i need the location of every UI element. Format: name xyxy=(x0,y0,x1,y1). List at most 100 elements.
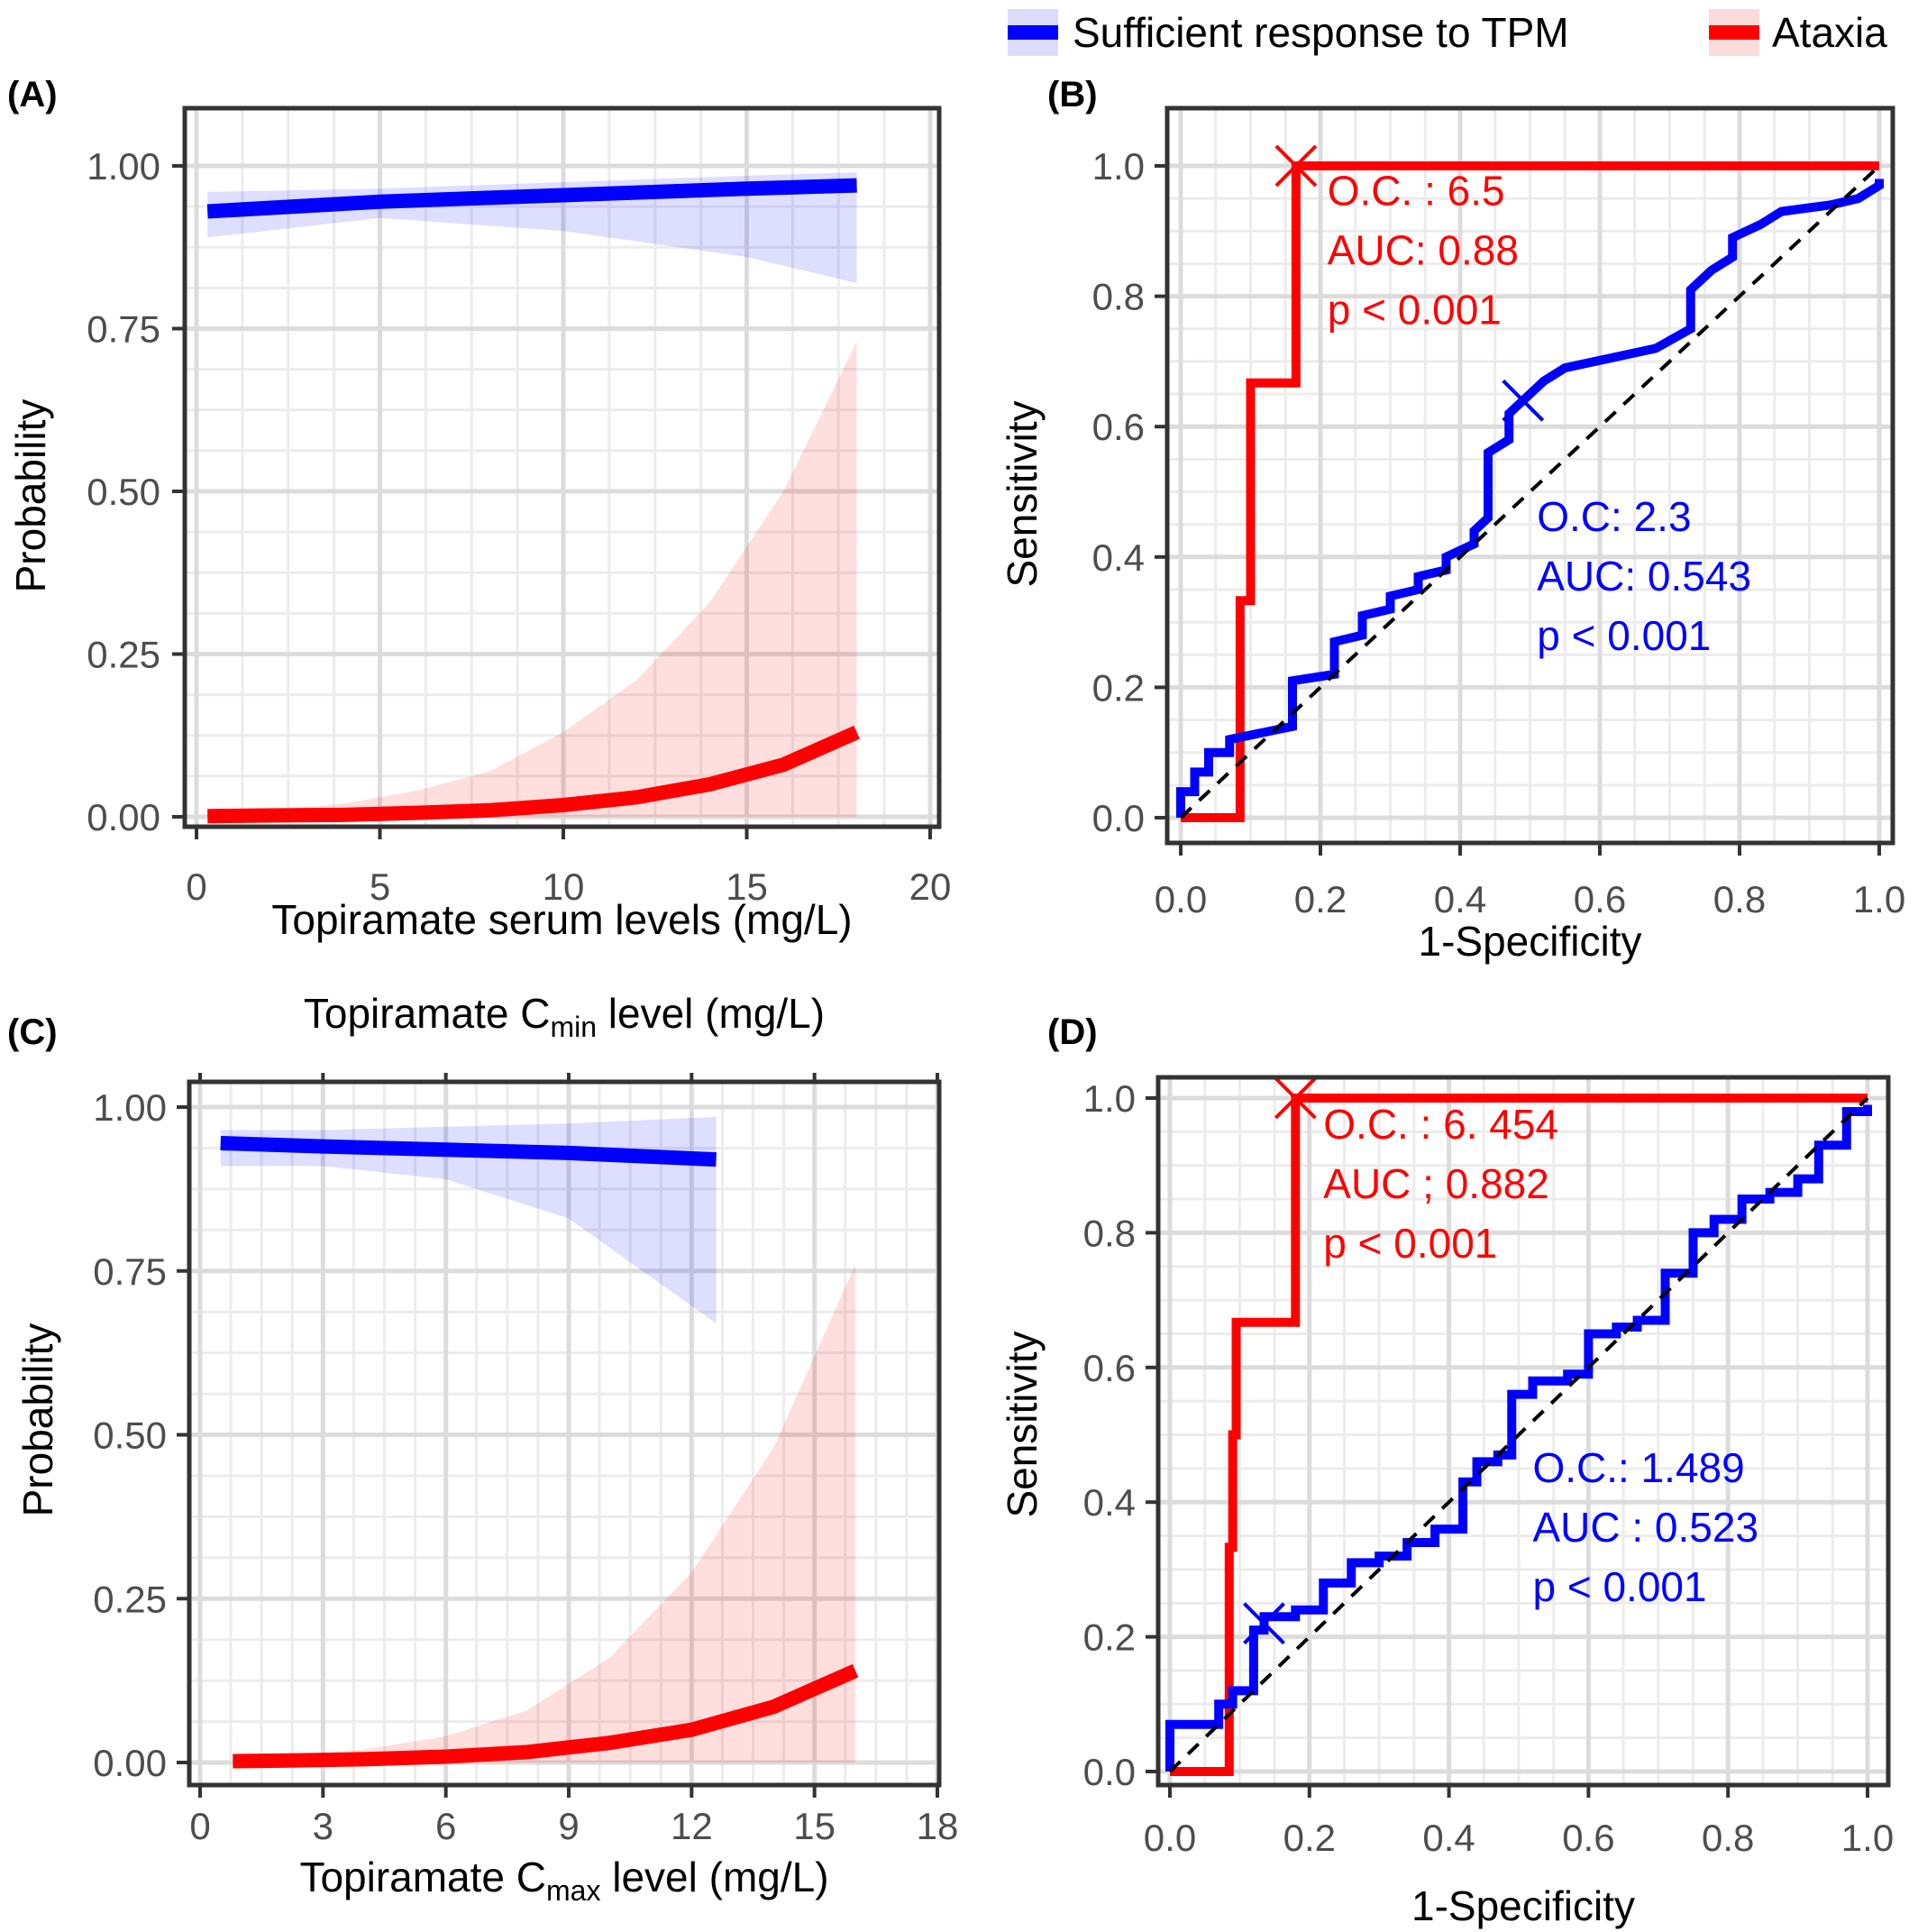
plot-data xyxy=(220,1116,859,1769)
auc-annotation-line: AUC: 0.88 xyxy=(1328,226,1519,273)
x-tick-label: 20 xyxy=(909,865,952,908)
x-tick-label: 1.0 xyxy=(1853,878,1905,920)
y-tick-label: 0.0 xyxy=(1083,1751,1136,1793)
x-tick-label: 15 xyxy=(793,1805,836,1847)
marker-stroke xyxy=(1502,379,1545,422)
y-axis-title: Probability xyxy=(14,1323,61,1517)
series-line-sufficient-response-to-tpm xyxy=(220,1135,717,1167)
x-axis-title: 1-Specificity xyxy=(1411,1882,1635,1929)
auc-annotation-line: O.C. : 6.5 xyxy=(1328,167,1505,214)
series-line-ataxia xyxy=(1170,1094,1868,1776)
x-tick-label: 0.6 xyxy=(1574,878,1626,920)
x-tick-label: 0.2 xyxy=(1294,878,1347,920)
x-tick-label: 15 xyxy=(726,865,768,908)
grid xyxy=(1167,108,1893,843)
y-tick-label: 0.8 xyxy=(1092,276,1145,318)
series-line-sufficient-response-to-tpm xyxy=(1176,179,1884,818)
y-tick-label: 0.00 xyxy=(93,1742,167,1784)
legend-swatch-response xyxy=(1008,25,1058,40)
x-tick-label: 0.8 xyxy=(1702,1817,1754,1859)
top-axis-title-tail: level (mg/L) xyxy=(597,990,825,1037)
series-line-reference-diagonal xyxy=(1179,164,1881,819)
grid xyxy=(185,108,939,827)
chart-panel-3: 0 3 6 9 12 15 18 0.00 0.25 0.50 0.75 1.00 (C) Topiram… xyxy=(7,990,958,1907)
series-line-ataxia xyxy=(1181,161,1879,822)
x-tick-label: 0.8 xyxy=(1713,878,1766,920)
x-tick-label: 0 xyxy=(189,1805,210,1847)
x-axis-title-tail: level (mg/L) xyxy=(600,1854,828,1900)
chart-panel-2: 0.0 0.2 0.4 0.6 0.8 1.0 0.0 0.2 0.4 0.6 0.8 1.0 (B) 1… xyxy=(999,75,1905,965)
x-tick-label: 1.0 xyxy=(1841,1817,1894,1859)
x-tick-label: 0.4 xyxy=(1422,1817,1475,1859)
x-axis-title: Topiramate Cmax level (mg/L) xyxy=(299,1854,828,1907)
panel-label: (B) xyxy=(1047,75,1098,114)
y-tick-label: 0.2 xyxy=(1092,666,1145,709)
top-axis-title: Topiramate Cmin level (mg/L) xyxy=(304,990,825,1043)
confidence-band-ataxia xyxy=(207,341,857,817)
panel-label: (A) xyxy=(7,75,58,114)
plot-frame xyxy=(1155,1075,1891,1788)
plot-data xyxy=(206,172,860,824)
y-axis-title: Probability xyxy=(7,399,54,593)
series-line-ataxia xyxy=(207,725,860,824)
legend: Sufficient response to TPM Ataxia xyxy=(1008,9,1887,56)
auc-annotation-line: AUC ; 0.882 xyxy=(1323,1160,1549,1207)
x-tick-label: 0.0 xyxy=(1144,1817,1196,1859)
chart-panel-1: 0 5 10 15 20 0.00 0.25 0.50 0.75 1.00 (A) Topiramat… xyxy=(7,75,951,943)
y-tick-label: 0.4 xyxy=(1083,1481,1136,1524)
x-tick-label: 6 xyxy=(435,1805,456,1847)
y-tick-label: 0.50 xyxy=(93,1415,167,1457)
y-tick-label: 0.25 xyxy=(87,634,160,676)
series-line-ataxia xyxy=(233,1663,859,1769)
auc-annotation-line: AUC: 0.543 xyxy=(1537,553,1751,600)
auc-annotation-line: p < 0.001 xyxy=(1328,286,1502,333)
legend-swatch-ataxia xyxy=(1709,25,1759,40)
series-line-sufficient-response-to-tpm xyxy=(206,178,857,219)
marker-stroke xyxy=(1243,1602,1285,1645)
x-tick-label: 0.0 xyxy=(1155,878,1207,920)
auc-annotation-line: O.C: 2.3 xyxy=(1537,493,1691,540)
y-tick-label: 1.0 xyxy=(1083,1077,1136,1120)
top-axis-title-subscript: min xyxy=(550,1011,597,1043)
x-tick-label: 18 xyxy=(917,1805,959,1847)
chart-panel-4: 0.0 0.2 0.4 0.6 0.8 1.0 0.0 0.2 0.4 0.6 0.8 1.0 (D) 1… xyxy=(999,1012,1894,1929)
y-tick-label: 1.00 xyxy=(93,1086,167,1129)
y-tick-label: 0.4 xyxy=(1092,536,1145,579)
x-tick-label: 10 xyxy=(543,865,585,908)
x-axis-title: Topiramate serum levels (mg/L) xyxy=(271,896,852,943)
x-tick-label: 3 xyxy=(313,1805,333,1847)
marker-stroke xyxy=(1274,1076,1317,1120)
x-tick-label: 5 xyxy=(370,865,390,908)
y-axis-title: Sensitivity xyxy=(999,1331,1046,1517)
optimal-cutoff-marker xyxy=(1274,1076,1317,1120)
panel-label: (C) xyxy=(7,1012,58,1052)
y-tick-label: 0.0 xyxy=(1092,797,1145,839)
auc-annotation-line: AUC : 0.523 xyxy=(1532,1504,1758,1551)
legend-label-response: Sufficient response to TPM xyxy=(1073,9,1569,56)
x-axis-title: 1-Specificity xyxy=(1419,918,1642,965)
series-line-reference-diagonal xyxy=(1168,1096,1869,1773)
auc-annotation-line: O.C. : 6. 454 xyxy=(1323,1101,1558,1148)
y-tick-label: 0.8 xyxy=(1083,1212,1136,1254)
plot-frame xyxy=(1164,105,1895,846)
optimal-cutoff-marker xyxy=(1274,144,1318,188)
marker-stroke xyxy=(1274,144,1318,188)
legend-label-ataxia: Ataxia xyxy=(1772,9,1887,56)
y-tick-label: 0.6 xyxy=(1092,406,1145,448)
x-axis-title-subscript: max xyxy=(546,1874,600,1907)
y-tick-label: 0.6 xyxy=(1083,1347,1136,1389)
y-tick-label: 0.00 xyxy=(87,796,160,838)
optimal-cutoff-marker xyxy=(1502,379,1545,422)
plot-data xyxy=(1165,1094,1872,1776)
plot-data xyxy=(1176,161,1884,822)
panel-label: (D) xyxy=(1047,1012,1098,1052)
x-tick-label: 0 xyxy=(186,865,206,908)
confidence-band-ataxia xyxy=(233,1264,856,1763)
y-tick-label: 0.25 xyxy=(93,1578,167,1620)
auc-annotation-line: O.C.: 1.489 xyxy=(1532,1444,1744,1491)
y-tick-label: 0.75 xyxy=(87,308,160,351)
confidence-band-sufficient-response-to-tpm xyxy=(220,1116,717,1323)
auc-annotation-line: p < 0.001 xyxy=(1532,1563,1706,1610)
x-tick-label: 0.2 xyxy=(1283,1817,1336,1859)
